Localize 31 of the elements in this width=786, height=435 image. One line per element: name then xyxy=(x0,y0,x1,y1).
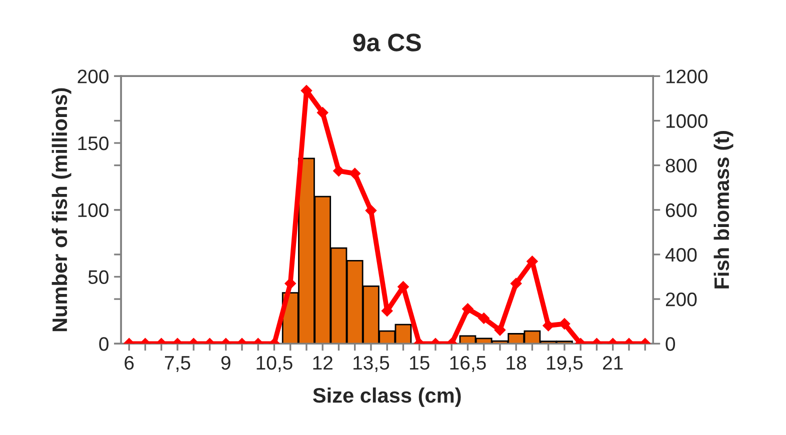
y2-tick-label: 400 xyxy=(665,248,697,262)
x-tick-label: 7,5 xyxy=(164,356,190,372)
y-axis-title: Number of fish (millions) xyxy=(52,88,72,332)
y2-tick-label: 0 xyxy=(666,337,676,351)
x-tick-label: 10,5 xyxy=(256,356,292,372)
x-tick-label: 12 xyxy=(313,356,332,370)
y-tick-label: 200 xyxy=(78,70,108,84)
x-tick-label: 6 xyxy=(124,356,134,370)
x-tick-label: 15 xyxy=(410,356,430,370)
point xyxy=(365,204,377,216)
x-tick-label: 13,5 xyxy=(354,356,390,372)
chart-title: 9a CS xyxy=(353,34,421,52)
x-tick-label: 19,5 xyxy=(547,356,583,372)
x-tick-label: 9 xyxy=(221,356,230,370)
point xyxy=(349,168,360,180)
y-tick-label: 0 xyxy=(99,337,108,351)
x-tick-label: 18 xyxy=(506,356,526,370)
y2-tick-label: 800 xyxy=(666,158,697,173)
y2-tick-label: 200 xyxy=(666,292,697,306)
y-tick-label: 50 xyxy=(88,270,108,284)
x-tick-label: 21 xyxy=(603,356,623,370)
x-tick-label: 16,5 xyxy=(450,356,486,372)
y2-tick-label: 1000 xyxy=(666,114,708,128)
point xyxy=(317,107,328,118)
y2-tick-label: 1200 xyxy=(666,70,708,84)
y-tick-label: 100 xyxy=(78,203,108,218)
y2-tick-label: 600 xyxy=(666,203,697,218)
y2-axis-title: Fish biomass (t) xyxy=(714,131,734,288)
x-axis-title: Size class (cm) xyxy=(313,387,461,407)
y-tick-label: 150 xyxy=(78,136,108,150)
point xyxy=(333,165,344,176)
